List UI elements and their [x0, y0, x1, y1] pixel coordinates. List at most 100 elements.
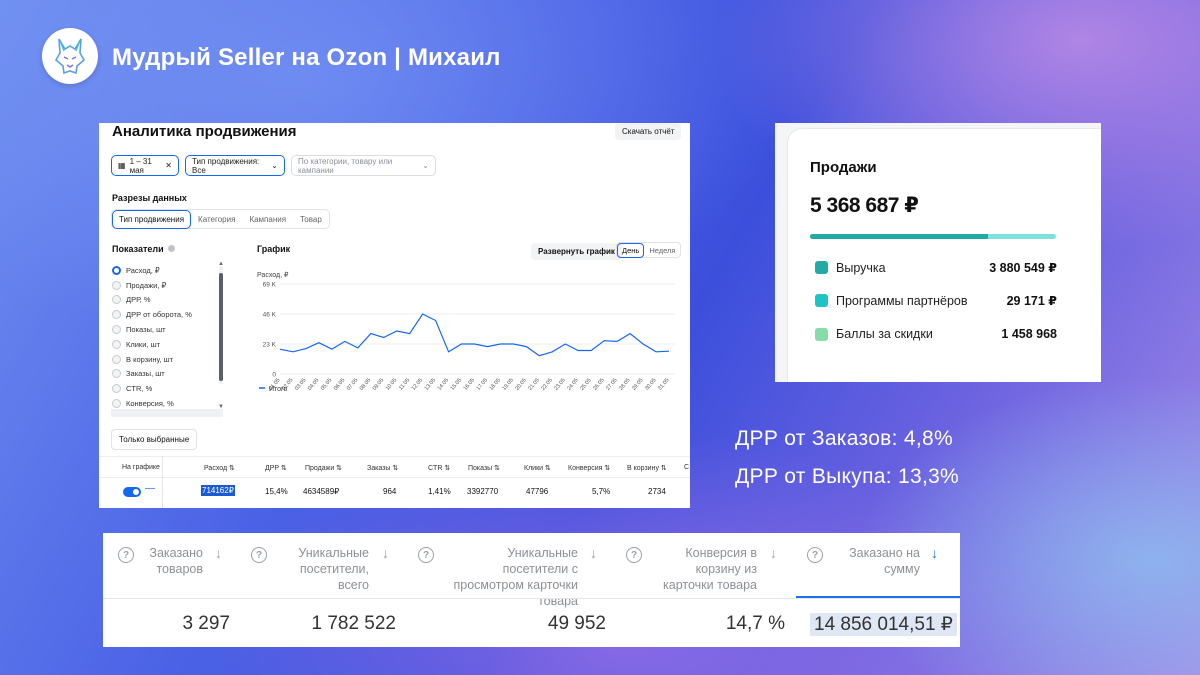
sort-arrow-active-icon[interactable]: ↓	[931, 545, 938, 561]
spend-line-chart: Расход, ₽ 69 K46 K23 K0 01.05 02.05 03.05 0…	[257, 271, 675, 393]
x-tick-label: 16.05	[463, 377, 476, 391]
chevron-down-icon: ⌄	[271, 161, 278, 170]
radio[interactable]	[112, 280, 121, 290]
col-more[interactable]: С	[684, 464, 690, 471]
swatch-discount-points	[815, 327, 828, 341]
sales-title: Продажи	[810, 159, 877, 176]
cell-ctr: 1,41%	[428, 487, 451, 496]
indicator-list-fade	[111, 409, 223, 417]
download-report-button[interactable]: Скачать отчёт	[615, 123, 682, 140]
col-sales[interactable]: Продажи ⇅	[305, 465, 343, 472]
radio[interactable]	[112, 354, 121, 364]
x-tick-label: 05.05	[320, 377, 333, 391]
page-title: Аналитика продвижения	[112, 123, 297, 140]
x-tick-label: 26.05	[592, 377, 605, 391]
sort-arrow-icon[interactable]: ↓	[382, 545, 389, 561]
x-tick-label: 17.05	[476, 377, 489, 391]
radio[interactable]	[112, 310, 121, 320]
sort-arrow-icon[interactable]: ↓	[770, 545, 777, 561]
col-spend[interactable]: Расход ⇅	[204, 465, 235, 472]
indicator-item[interactable]: CTR, %	[112, 381, 192, 396]
expand-chart-button[interactable]: Развернуть график	[531, 243, 622, 260]
sort-arrow-icon[interactable]: ↓	[590, 545, 597, 561]
radio-selected[interactable]	[112, 265, 121, 275]
x-tick-label: 03.05	[294, 377, 307, 391]
sales-card	[788, 129, 1101, 382]
help-icon[interactable]: ?	[418, 547, 434, 563]
channel-title: Мудрый Seller на Ozon | Михаил	[112, 44, 501, 71]
x-tick-label: 25.05	[579, 377, 592, 391]
help-icon[interactable]: ?	[251, 547, 267, 563]
tab-product[interactable]: Товар	[300, 214, 322, 224]
cell-impressions: 3392770	[467, 487, 499, 496]
col-ordered-items: Заказано товаров	[149, 546, 203, 576]
series-line-total	[279, 313, 670, 357]
col-unique-visitors-card-view: Уникальные посетители с просмотром карто…	[453, 546, 579, 608]
value-ordered-amount[interactable]: 14 856 014,51 ₽	[810, 613, 957, 636]
radio[interactable]	[112, 399, 121, 409]
tab-day[interactable]: День	[617, 242, 645, 258]
radio[interactable]	[112, 384, 121, 394]
indicator-item[interactable]: ДРР от оборота, %	[112, 307, 192, 322]
help-icon[interactable]: ?	[118, 547, 134, 563]
indicator-item[interactable]: ДРР, %	[112, 293, 192, 308]
tab-promotion-type[interactable]: Тип продвижения	[112, 209, 192, 229]
col-ordered-amount: Заказано на сумму	[849, 546, 920, 576]
date-filter[interactable]: ▦ 1 – 31 мая ✕	[111, 155, 179, 176]
promotion-analytics-panel: Аналитика продвижения Скачать отчёт ▦ 1 …	[99, 123, 690, 508]
col-drr[interactable]: ДРР ⇅	[265, 465, 287, 472]
stats-table: ? Заказано товаров ↓ ? Уникальные посети…	[103, 533, 960, 647]
radio[interactable]	[112, 339, 121, 349]
col-conversion[interactable]: Конверсия ⇅	[568, 465, 611, 472]
search-filter[interactable]: По категории, товару или кампании ⌄	[291, 155, 436, 176]
promotion-type-filter[interactable]: Тип продвижения: Все ⌄	[185, 155, 285, 176]
indicator-item[interactable]: Клики, шт	[112, 337, 192, 352]
indicator-item[interactable]: В корзину, шт	[112, 352, 192, 367]
clear-icon[interactable]: ✕	[165, 161, 172, 170]
wolf-logo-icon	[54, 38, 86, 75]
tab-campaign[interactable]: Кампания	[249, 214, 287, 224]
y-tick-label: 46 K	[263, 312, 277, 319]
help-icon[interactable]: ?	[807, 547, 823, 563]
indicator-item[interactable]: Конверсия, %	[112, 396, 192, 411]
y-axis-label: Расход, ₽	[257, 271, 289, 279]
scroll-down-icon[interactable]: ▼	[218, 404, 224, 410]
col-impressions[interactable]: Показы ⇅	[468, 465, 501, 472]
cell-to-cart: 2734	[648, 487, 666, 496]
only-selected-button[interactable]: Только выбранные	[111, 429, 198, 450]
x-tick-label: 14.05	[437, 377, 450, 391]
scroll-up-icon[interactable]: ▲	[218, 261, 224, 267]
scrollbar-thumb[interactable]	[219, 273, 223, 381]
cell-spend[interactable]: 714162₽	[201, 485, 235, 496]
tab-week[interactable]: Неделя	[649, 245, 676, 255]
x-tick-label: 18.05	[489, 377, 502, 391]
col-to-cart[interactable]: В корзину ⇅	[627, 465, 667, 472]
y-tick-label: 0	[272, 372, 276, 379]
x-tick-label: 21.05	[527, 377, 540, 391]
col-ctr[interactable]: CTR ⇅	[428, 465, 451, 472]
chart-toggle[interactable]	[123, 487, 141, 497]
calendar-icon: ▦	[118, 161, 126, 170]
indicator-item[interactable]: Показы, шт	[112, 322, 192, 337]
radio[interactable]	[112, 295, 121, 305]
indicator-list: Расход, ₽ Продажи, ₽ ДРР, % ДРР от оборо…	[112, 263, 192, 411]
x-tick-label: 08.05	[359, 377, 372, 391]
info-icon	[168, 245, 176, 252]
col-clicks[interactable]: Клики ⇅	[524, 465, 551, 472]
col-on-chart[interactable]: На графике	[122, 464, 160, 471]
radio[interactable]	[112, 369, 121, 379]
radio[interactable]	[112, 325, 121, 335]
indicator-item[interactable]: Заказы, шт	[112, 367, 192, 382]
cell-conversion: 5,7%	[592, 487, 611, 496]
col-orders[interactable]: Заказы ⇅	[367, 465, 399, 472]
x-tick-label: 04.05	[307, 377, 320, 391]
sales-item-partners: Программы партнёров 29 171 ₽	[815, 293, 1057, 308]
indicator-item[interactable]: Расход, ₽	[112, 263, 192, 278]
help-icon[interactable]: ?	[626, 547, 642, 563]
x-tick-label: 27.05	[605, 377, 618, 391]
x-tick-label: 07.05	[346, 377, 359, 391]
table-header: На графике Расход ⇅ ДРР ⇅ Продажи ⇅ Зака…	[99, 456, 690, 478]
indicator-item[interactable]: Продажи, ₽	[112, 278, 192, 293]
tab-category[interactable]: Категория	[198, 214, 236, 224]
sort-arrow-icon[interactable]: ↓	[215, 545, 222, 561]
